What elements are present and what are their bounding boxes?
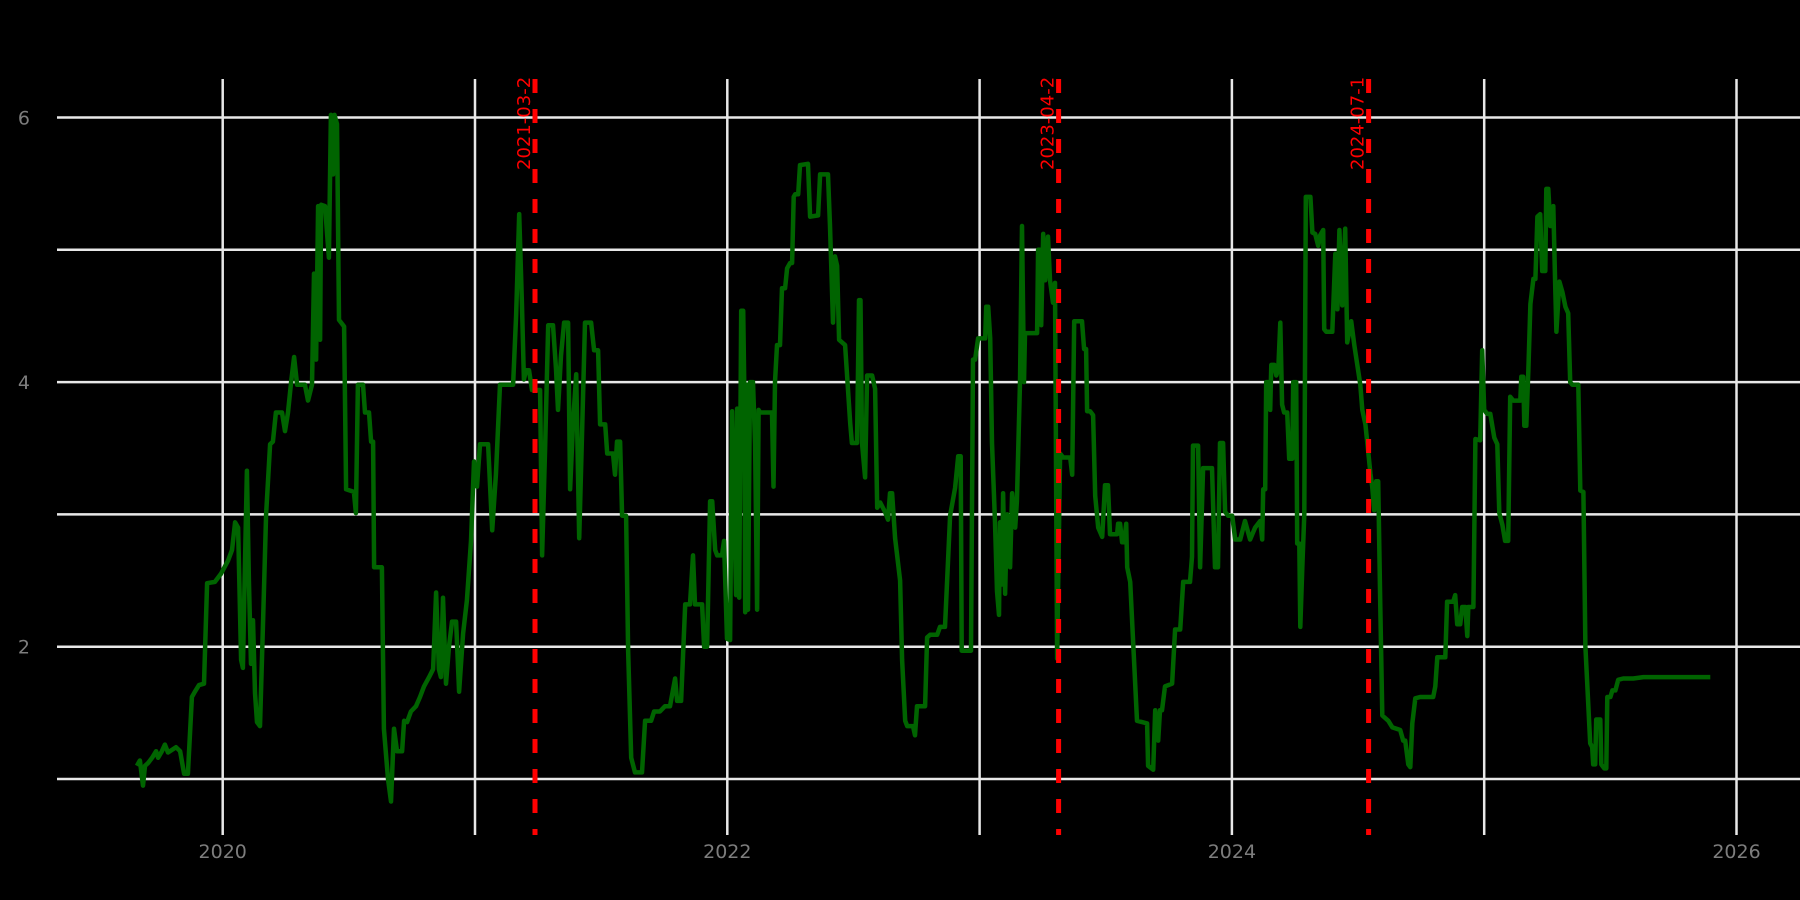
y-tick-label-4: 4 [18,372,30,394]
x-tick-label-2026: 2026 [1712,841,1760,863]
x-tick-label-2020: 2020 [199,841,247,863]
event-label-1: 2023-04-2 [1038,77,1059,170]
y-tick-label-6: 6 [18,108,30,130]
x-tick-label-2022: 2022 [703,841,751,863]
series-line-0 [134,112,1711,804]
event-label-0: 2021-03-2 [514,77,535,170]
event-label-2: 2024-07-1 [1348,77,1369,170]
x-tick-label-2024: 2024 [1208,841,1256,863]
y-tick-label-2: 2 [18,637,30,659]
